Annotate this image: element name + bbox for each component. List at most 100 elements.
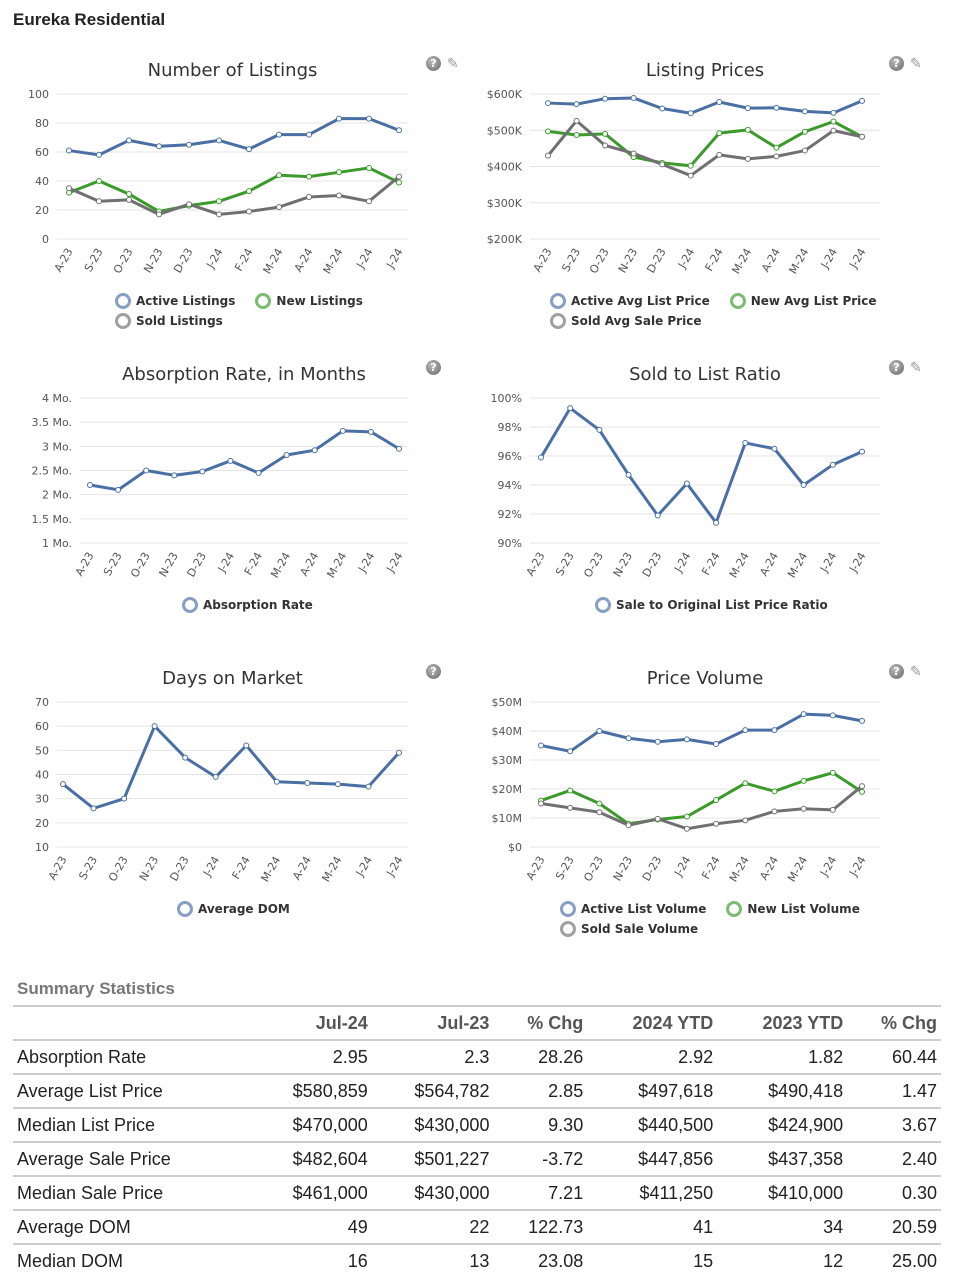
y-tick-label: $30M (492, 754, 523, 767)
table-row: Average DOM 49 22 122.73 41 34 20.59 (13, 1210, 941, 1245)
x-tick-label: J-24 (846, 246, 868, 271)
data-point (366, 164, 372, 171)
legend-marker-icon (729, 293, 746, 309)
table-cell: 2.40 (847, 1142, 941, 1177)
help-icon[interactable]: ? (889, 360, 904, 375)
data-point (771, 445, 778, 452)
y-tick-label: 1.5 Mo. (31, 513, 72, 526)
x-tick-label: S-23 (553, 550, 577, 578)
chart-5: $0 $10M $20M $30M $40M $50M A-23 S-23 O-23 N-23 D-… (481, 658, 962, 958)
legend-item[interactable]: Sold Listings (115, 313, 235, 329)
x-tick-label: A-24 (757, 550, 781, 578)
x-tick-label: D-23 (171, 246, 195, 275)
legend: Absorption Rate (182, 597, 333, 613)
x-tick-label: J-24 (383, 854, 405, 879)
legend-item[interactable]: Absorption Rate (182, 597, 313, 613)
chart-4: 10 20 30 40 50 60 70 A-23 S-23 O-23 N-23 D-23 J-24 F-… (0, 658, 481, 958)
table-cell: $437,358 (717, 1142, 848, 1177)
legend-item[interactable]: New List Volume (726, 901, 860, 917)
data-point (336, 115, 342, 122)
tools-icon[interactable]: ✎ (910, 56, 922, 72)
legend-item[interactable]: Sold Sale Volume (560, 921, 706, 937)
y-tick-label: 80 (35, 117, 49, 130)
legend-item[interactable]: Sold Avg Sale Price (550, 313, 710, 329)
chart-svg: 1 Mo. 1.5 Mo. 2 Mo. 2.5 Mo. 3 Mo. 3.5 Mo. 4 Mo… (31, 392, 408, 580)
x-tick-label: J-24 (355, 550, 377, 575)
y-tick-label: 60 (35, 720, 49, 733)
data-point (687, 110, 694, 117)
legend-marker-icon (560, 921, 576, 937)
data-point (716, 130, 723, 137)
data-point (596, 728, 603, 734)
data-point (630, 94, 637, 101)
data-point (186, 201, 192, 208)
column-header: 2023 YTD (717, 1005, 848, 1041)
data-point (859, 133, 865, 140)
help-icon[interactable]: ? (889, 664, 904, 679)
row-label: Average Sale Price (13, 1142, 251, 1177)
data-point (306, 131, 312, 138)
data-point (602, 95, 609, 102)
data-point (771, 727, 778, 734)
table-cell: 13 (469, 1250, 490, 1271)
data-point (276, 172, 282, 179)
data-point (545, 152, 551, 159)
data-point (800, 777, 807, 784)
x-tick-label: M-24 (727, 854, 752, 884)
legend-item[interactable]: Active Avg List Price (550, 293, 710, 309)
help-icon[interactable]: ? (426, 360, 441, 375)
tools-icon[interactable]: ✎ (910, 360, 922, 376)
help-icon[interactable]: ? (426, 664, 441, 679)
help-icon[interactable]: ? (426, 56, 441, 71)
summary-table: Jul-24 Jul-23% Chg 2024 YTD 2023 YTD% Chg Ab… (13, 1005, 941, 1277)
legend-item[interactable]: Active Listings (115, 293, 235, 309)
series-line-0 (62, 724, 401, 810)
x-tick-label: J-24 (383, 550, 405, 575)
legend-item[interactable]: New Listings (255, 293, 363, 309)
y-tick-label: $300K (487, 197, 523, 210)
data-point (396, 179, 402, 186)
table-cell: 7.21 (493, 1176, 588, 1211)
data-point (151, 723, 158, 730)
data-point (143, 467, 150, 474)
table-cell: 34 (717, 1210, 848, 1245)
data-point (859, 788, 865, 795)
data-point (829, 712, 836, 719)
data-point (742, 780, 749, 787)
data-point (801, 108, 808, 115)
data-point (773, 153, 780, 160)
y-tick-label: $20M (492, 783, 523, 796)
series-line-0 (68, 117, 400, 157)
data-point (306, 173, 312, 180)
data-point (126, 191, 132, 198)
series-line-2 (540, 784, 863, 831)
table-cell: $497,618 (587, 1074, 718, 1109)
data-point (773, 144, 780, 151)
x-tick-label: A-23 (524, 550, 548, 578)
data-point (186, 141, 192, 148)
legend-item[interactable]: New Avg List Price (729, 293, 877, 309)
tools-icon[interactable]: ✎ (910, 664, 922, 680)
tools-icon[interactable]: ✎ (447, 56, 459, 72)
chart-2: 1 Mo. 1.5 Mo. 2 Mo. 2.5 Mo. 3 Mo. 3.5 Mo. 4 Mo… (0, 354, 481, 654)
table-row: Median List Price $470,000 $430,000 9.30 $44… (13, 1108, 941, 1143)
data-point (596, 809, 603, 816)
legend-item[interactable]: Sale to Original List Price Ratio (595, 597, 828, 613)
table-cell: 2.92 (587, 1040, 718, 1075)
y-tick-label: 70 (35, 696, 49, 709)
data-point (573, 131, 580, 138)
data-point (713, 820, 720, 827)
legend-marker-icon (182, 597, 198, 613)
legend: Active List Volume New List Volume Sold Sa… (560, 901, 860, 937)
x-tick-label: S-23 (76, 854, 100, 882)
chart-title: Price Volume (646, 668, 764, 689)
data-point (336, 192, 342, 199)
y-tick-label: $0 (508, 841, 522, 854)
legend-item[interactable]: Active List Volume (560, 901, 706, 917)
x-tick-label: M-24 (324, 550, 349, 580)
legend-item[interactable]: Average DOM (177, 901, 290, 917)
data-point (538, 454, 544, 461)
help-icon[interactable]: ? (889, 56, 904, 71)
y-tick-label: 2 Mo. (42, 489, 72, 502)
data-point (654, 738, 661, 745)
